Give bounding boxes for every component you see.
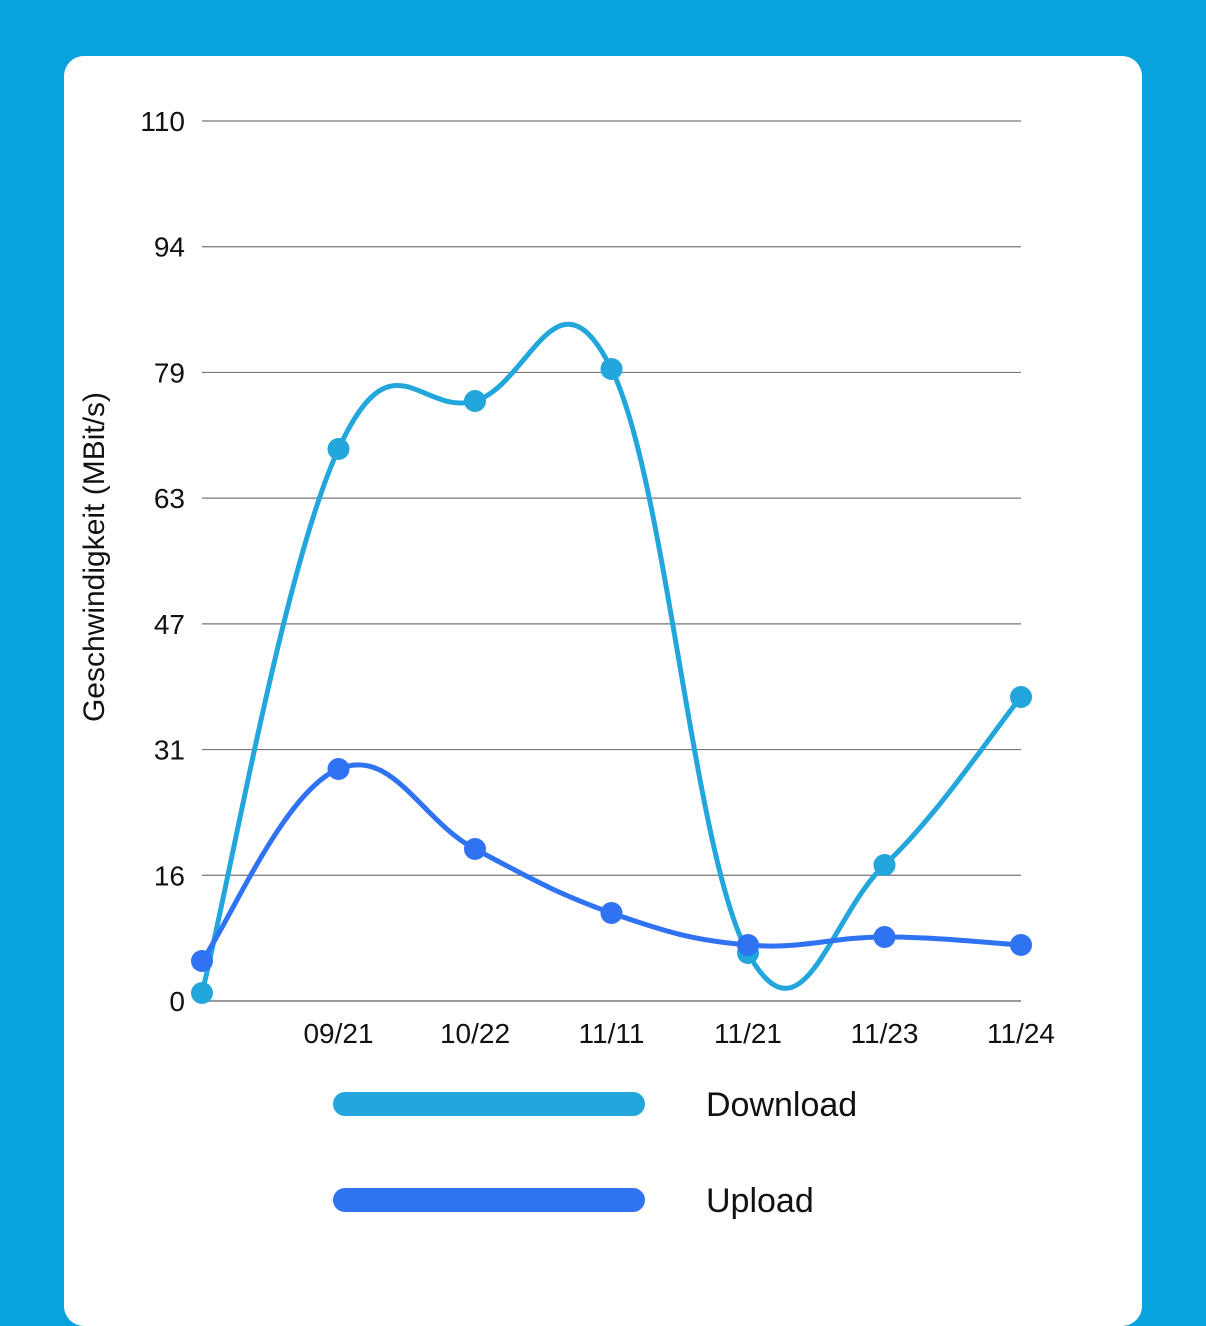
x-tick-label: 09/21 <box>303 1018 373 1049</box>
download-data-point <box>1010 686 1032 708</box>
y-tick-label: 31 <box>154 735 185 766</box>
x-tick-label: 11/23 <box>851 1018 919 1049</box>
legend-label-upload: Upload <box>706 1182 814 1220</box>
download-data-point <box>600 358 623 380</box>
y-tick-label: 63 <box>154 483 185 514</box>
download-series-line <box>199 321 1024 996</box>
upload-data-point <box>737 934 759 956</box>
y-tick-label: 110 <box>140 106 185 137</box>
download-data-point <box>464 390 486 412</box>
y-tick-label: 0 <box>169 986 185 1017</box>
upload-data-point <box>327 758 350 780</box>
upload-data-point <box>873 926 896 948</box>
x-tick-label: 11/24 <box>987 1018 1055 1049</box>
x-tick-label: 11/21 <box>714 1018 782 1049</box>
y-axis-label: Geschwindigkeit (MBit/s) <box>78 392 111 722</box>
upload-data-point <box>464 838 486 860</box>
y-tick-label: 47 <box>154 609 185 640</box>
download-data-point <box>327 438 350 460</box>
upload-data-point <box>600 902 623 924</box>
y-tick-label: 16 <box>154 860 185 891</box>
x-tick-label: 11/11 <box>579 1018 645 1049</box>
upload-data-point <box>191 950 213 972</box>
download-data-point <box>191 982 213 1004</box>
download-data-point <box>873 854 896 876</box>
y-tick-label: 79 <box>154 357 185 388</box>
x-tick-label: 10/22 <box>440 1018 510 1049</box>
upload-data-point <box>1010 934 1032 956</box>
legend-label-download: Download <box>706 1086 857 1124</box>
y-tick-label: 94 <box>154 232 185 263</box>
upload-series-line <box>199 762 1024 964</box>
